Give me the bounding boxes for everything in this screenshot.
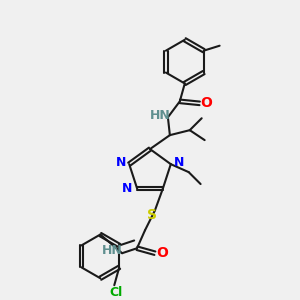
Text: N: N — [116, 156, 126, 169]
Text: O: O — [156, 246, 168, 260]
Text: HN: HN — [150, 109, 170, 122]
Text: Cl: Cl — [110, 286, 123, 299]
Text: S: S — [147, 208, 157, 222]
Text: O: O — [201, 96, 213, 110]
Text: HN: HN — [102, 244, 122, 257]
Text: N: N — [174, 156, 184, 169]
Text: N: N — [122, 182, 132, 195]
